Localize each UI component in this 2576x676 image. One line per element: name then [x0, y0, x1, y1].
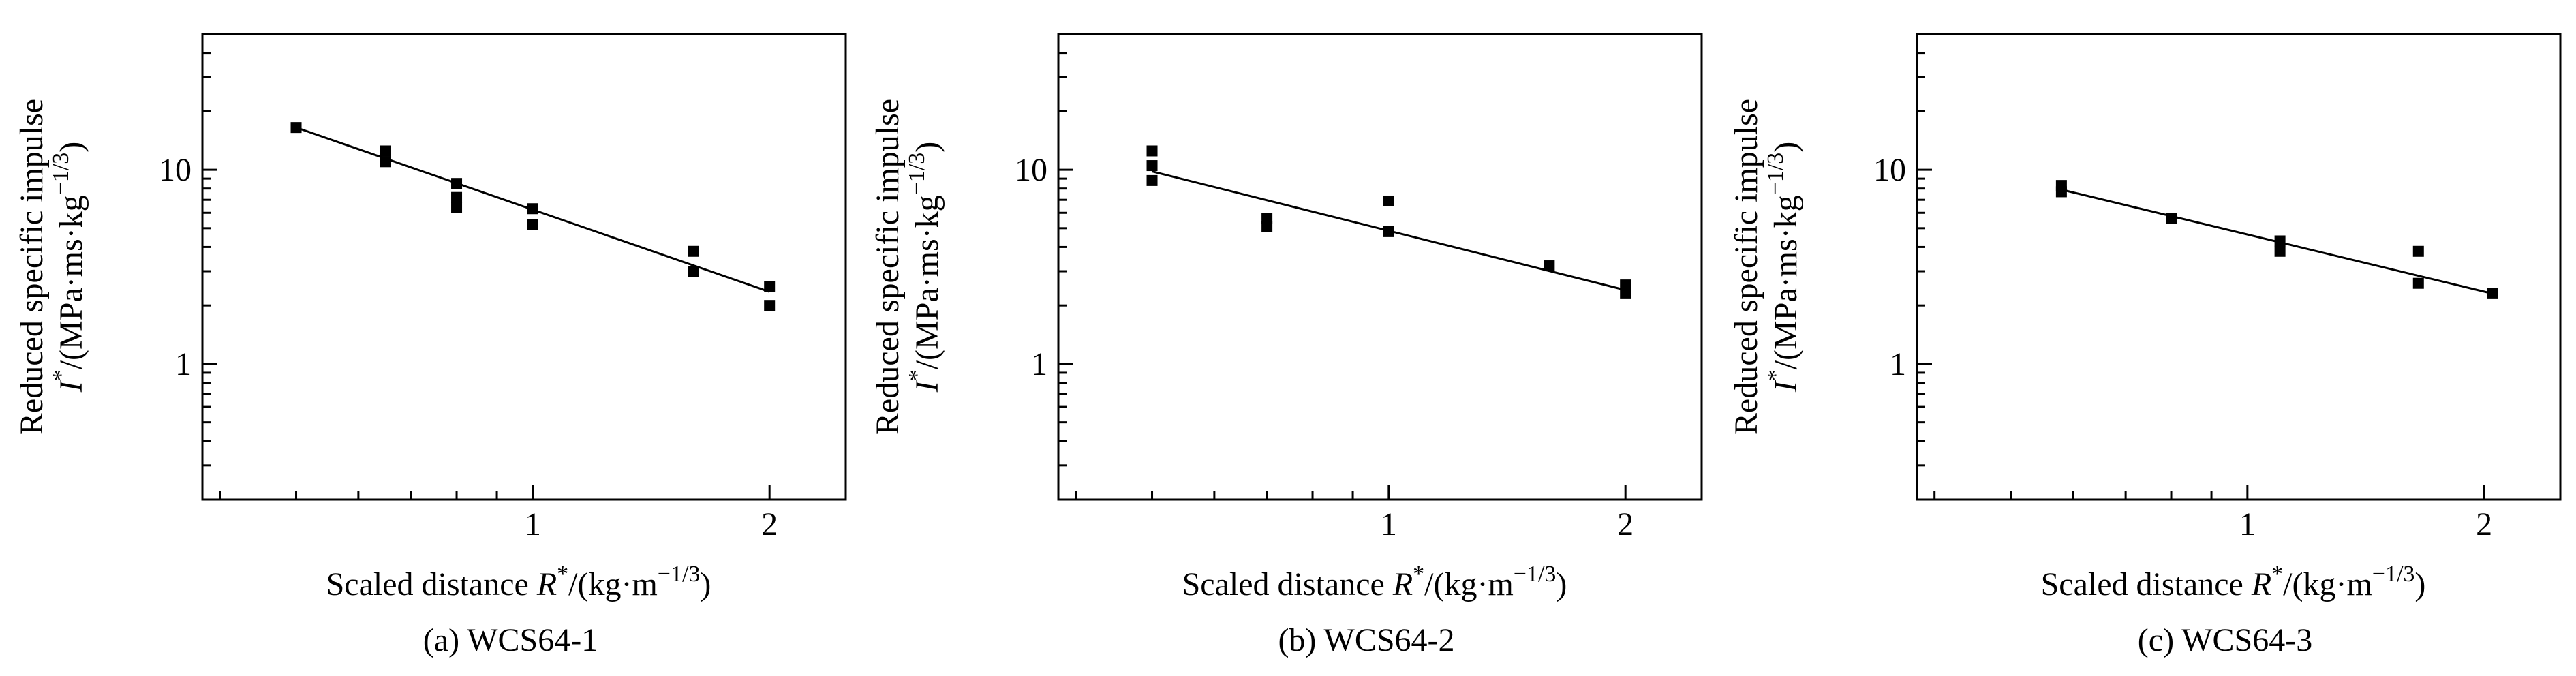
data-point: [1261, 221, 1273, 232]
x-tick-label: 2: [1617, 506, 1634, 542]
y-axis-symbol-superscript: *: [1763, 369, 1788, 381]
x-tick-label: 1: [525, 506, 541, 542]
x-tick-label: 1: [2239, 506, 2256, 542]
y-tick-label: 1: [175, 346, 191, 382]
y-axis-unit-close: ): [1768, 142, 1804, 153]
x-axis-label-text: Scaled distance: [1182, 566, 1393, 602]
data-point: [2274, 245, 2286, 257]
y-tick-label: 10: [1015, 152, 1047, 188]
y-tick-label: 1: [1031, 346, 1047, 382]
x-axis-unit-exponent: −1/3: [1514, 562, 1557, 587]
data-point: [1544, 260, 1555, 272]
y-axis-label: Reduced specific impulse I*/(MPa·ms·kg−1/…: [14, 99, 89, 435]
y-tick-label: 10: [1873, 152, 1906, 188]
data-point: [527, 219, 538, 230]
y-tick-label: 10: [159, 152, 191, 188]
y-axis-unit: /(MPa·ms·kg: [909, 195, 945, 369]
y-axis-unit-close: ): [909, 142, 945, 153]
panel-caption: (b) WCS64-2: [1278, 622, 1454, 658]
y-tick-label: 1: [1890, 346, 1906, 382]
data-point: [290, 122, 302, 134]
y-axis-symbol: I: [909, 380, 945, 393]
data-point: [1620, 288, 1631, 299]
data-point: [451, 191, 463, 203]
x-axis-unit-close: ): [1556, 566, 1567, 602]
x-axis-symbol-superscript: *: [557, 562, 568, 587]
data-point: [2274, 235, 2286, 247]
data-point: [451, 202, 463, 213]
x-axis-symbol-superscript: *: [2271, 562, 2283, 587]
data-point: [2487, 288, 2498, 299]
data-point: [451, 178, 463, 189]
y-axis-label-line1: Reduced specific impulse: [14, 99, 50, 435]
x-axis-label: Scaled distance R*/(kg·m−1/3): [2041, 562, 2426, 602]
data-point: [527, 203, 538, 215]
x-axis-label: Scaled distance R*/(kg·m−1/3): [326, 562, 711, 602]
x-axis-symbol: R: [1392, 566, 1413, 602]
y-axis-label-line1: Reduced specific impulse: [870, 99, 906, 435]
x-axis-symbol: R: [536, 566, 557, 602]
x-axis-unit-exponent: −1/3: [2372, 562, 2415, 587]
panel-caption: (c) WCS64-3: [2138, 622, 2312, 658]
data-point: [380, 156, 391, 168]
x-axis-unit: /(kg·m: [568, 566, 658, 602]
data-point: [688, 266, 699, 277]
x-axis-label: Scaled distance R*/(kg·m−1/3): [1182, 562, 1567, 602]
data-point: [2166, 213, 2177, 224]
plot-frame: [1916, 33, 2562, 501]
x-axis-symbol-superscript: *: [1413, 562, 1424, 587]
x-axis-unit-close: ): [700, 566, 711, 602]
x-tick-label: 1: [1381, 506, 1397, 542]
x-axis-label-text: Scaled distance: [326, 566, 537, 602]
data-point: [1383, 226, 1394, 237]
x-axis-unit: /(kg·m: [1424, 566, 1514, 602]
y-axis-unit-exponent: −1/3: [1763, 153, 1788, 196]
y-axis-label: Reduced specific impulse I*/(MPa·ms·kg−1/…: [1728, 99, 1804, 435]
data-point: [2412, 245, 2424, 257]
x-axis-unit: /(kg·m: [2283, 566, 2372, 602]
y-axis-symbol: I: [53, 380, 89, 393]
y-axis-unit-exponent: −1/3: [904, 153, 930, 196]
y-axis-symbol-superscript: *: [48, 369, 74, 381]
data-point: [764, 281, 776, 292]
y-axis-label: Reduced specific impulse I*/(MPa·ms·kg−1/…: [870, 99, 945, 435]
y-axis-label-line1: Reduced specific impulse: [1728, 99, 1764, 435]
data-point: [2412, 277, 2424, 289]
y-axis-unit: /(MPa·ms·kg: [1768, 195, 1804, 369]
data-point: [1146, 174, 1158, 186]
x-axis-unit-exponent: −1/3: [658, 562, 701, 587]
data-point: [1146, 145, 1158, 157]
x-tick-label: 2: [2476, 506, 2492, 542]
y-axis-symbol: I: [1768, 380, 1804, 393]
panel-caption: (a) WCS64-1: [423, 622, 598, 658]
data-point: [1620, 279, 1631, 291]
x-axis-label-text: Scaled distance: [2041, 566, 2252, 602]
data-point: [764, 300, 776, 311]
plot-frame: [201, 33, 847, 501]
plot-frame: [1057, 33, 1703, 501]
y-axis-unit: /(MPa·ms·kg: [53, 195, 89, 369]
data-point: [1146, 160, 1158, 172]
data-point: [380, 145, 391, 157]
y-axis-unit-close: ): [53, 142, 89, 153]
x-axis-unit-close: ): [2414, 566, 2425, 602]
y-axis-symbol-superscript: *: [904, 369, 930, 381]
x-tick-label: 2: [761, 506, 778, 542]
data-point: [688, 245, 699, 257]
y-axis-unit-exponent: −1/3: [48, 153, 74, 196]
x-axis-symbol: R: [2251, 566, 2271, 602]
data-point: [2055, 186, 2067, 198]
data-point: [1383, 195, 1394, 206]
